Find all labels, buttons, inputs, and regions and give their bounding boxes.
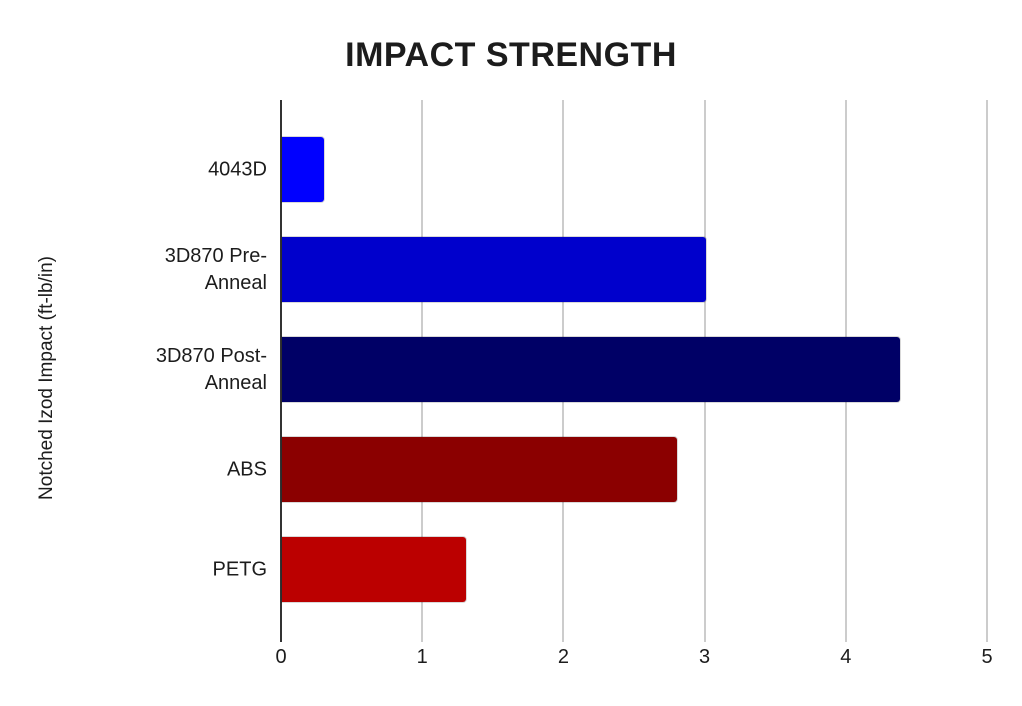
plot-area: 0 1 2 3 4 5 [275, 100, 993, 668]
x-tick-label: 5 [981, 646, 993, 668]
bar-3d870-post-anneal [280, 336, 902, 403]
x-tick-label: 0 [275, 646, 287, 668]
bar-3d870-pre-anneal [281, 236, 707, 303]
category-axis: 4043D 3D870 Pre-Anneal 3D870 Post-Anneal AB… [0, 100, 271, 636]
x-tick-label: 4 [840, 646, 852, 668]
category-label-4043d: 4043D [208, 158, 267, 180]
x-tick-label: 2 [557, 646, 569, 668]
x-tick-label: 3 [699, 646, 711, 668]
category-label-abs: ABS [226, 458, 267, 480]
bar-4043d [280, 136, 326, 203]
category-label-3d870-post-anneal: 3D870 Post-Anneal [155, 344, 267, 394]
x-tick-label: 1 [416, 646, 428, 668]
y-axis-line [280, 100, 282, 642]
chart-title: IMPACT STRENGTH [345, 36, 677, 74]
bar-petg [281, 536, 467, 603]
category-label-petg: PETG [212, 558, 267, 580]
bar-abs [280, 436, 679, 503]
gridline [986, 100, 988, 642]
category-label-3d870-pre-anneal: 3D870 Pre-Anneal [164, 244, 267, 294]
